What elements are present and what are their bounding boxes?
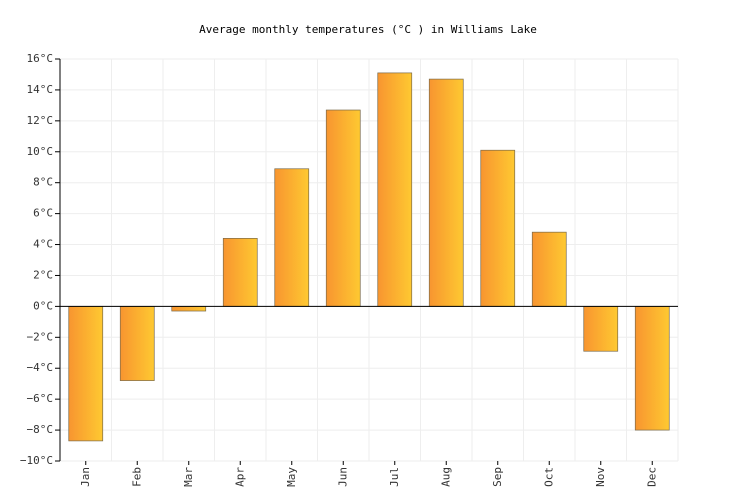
y-tick-label: −2°C bbox=[27, 330, 54, 343]
y-tick-label: 2°C bbox=[33, 268, 53, 281]
y-tick-label: −6°C bbox=[27, 392, 54, 405]
bar bbox=[222, 238, 258, 307]
y-tick-label: 10°C bbox=[27, 145, 54, 158]
y-tick-label: 6°C bbox=[33, 207, 53, 220]
y-tick-label: −8°C bbox=[27, 423, 54, 436]
x-tick-label: Jan bbox=[79, 467, 92, 487]
x-tick-label: Nov bbox=[594, 467, 607, 487]
bar bbox=[171, 306, 207, 312]
bar bbox=[119, 306, 155, 381]
bar bbox=[274, 168, 310, 307]
bar bbox=[634, 306, 670, 431]
y-tick-label: −10°C bbox=[20, 454, 53, 467]
y-tick-label: 8°C bbox=[33, 176, 53, 189]
y-tick-label: 14°C bbox=[27, 83, 54, 96]
x-tick-label: Aug bbox=[439, 467, 452, 487]
x-tick-label: Sep bbox=[491, 467, 504, 487]
y-tick-label: 16°C bbox=[27, 52, 54, 65]
bar bbox=[377, 72, 413, 307]
bar bbox=[531, 231, 567, 307]
x-tick-label: Apr bbox=[233, 467, 246, 487]
bar bbox=[325, 109, 361, 307]
bar bbox=[68, 306, 104, 442]
x-tick-label: Jun bbox=[336, 467, 349, 487]
x-tick-label: Jul bbox=[388, 467, 401, 487]
bar bbox=[480, 149, 516, 307]
y-tick-label: 4°C bbox=[33, 238, 53, 251]
y-tick-label: −4°C bbox=[27, 361, 54, 374]
chart-title: Average monthly temperatures (°C ) in Wi… bbox=[199, 23, 537, 36]
y-tick-label: 0°C bbox=[33, 299, 53, 312]
x-tick-label: Oct bbox=[542, 467, 555, 487]
x-tick-label: Dec bbox=[645, 467, 658, 487]
y-tick-label: 12°C bbox=[27, 114, 54, 127]
x-tick-label: Mar bbox=[182, 467, 195, 487]
bar bbox=[583, 306, 619, 352]
x-tick-label: Feb bbox=[130, 467, 143, 487]
bar bbox=[428, 78, 464, 307]
x-tick-label: May bbox=[285, 467, 298, 487]
